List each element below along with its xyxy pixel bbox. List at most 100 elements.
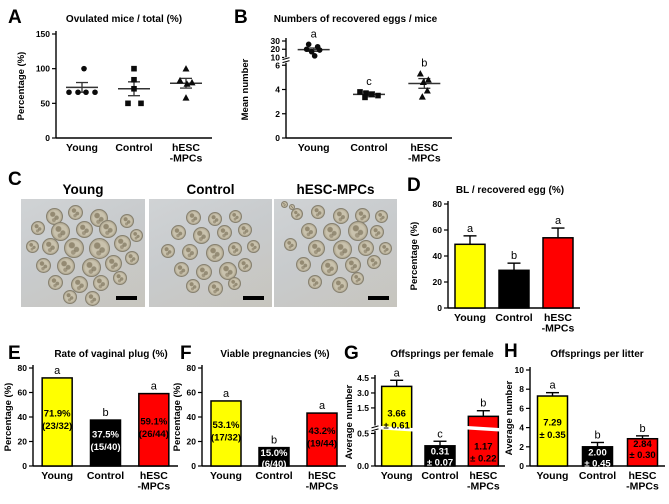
x-category-label: Young [537, 470, 569, 482]
embryo-cell [185, 209, 201, 225]
y-tick-label: 80 [18, 363, 28, 373]
axis-break-tick [371, 425, 379, 429]
data-point-square [131, 76, 137, 83]
axis-break-tick [282, 57, 290, 61]
y-tick-label: 0 [275, 133, 280, 143]
data-point-square [375, 92, 381, 99]
significance-letter: b [639, 423, 645, 435]
significance-letter: a [394, 367, 401, 379]
bar-value-label: (26/44) [139, 429, 169, 440]
significance-letter: b [480, 398, 486, 410]
panel-a: A Ovulated mice / total (%) 0 50 100 150 Per… [8, 6, 224, 168]
y-axis-label: Percentage (%) [16, 52, 27, 121]
y-tick-label: 6 [519, 403, 524, 413]
micrograph-label: Control [186, 182, 235, 197]
bar-value-label: ± 0.30 [629, 450, 655, 461]
embryo-cell [35, 258, 51, 274]
embryo-cell [114, 234, 131, 252]
y-tick-label: 0.5 [357, 428, 369, 438]
data-point-circle [75, 89, 81, 96]
embryo-cell [369, 224, 384, 239]
data-point-circle [92, 89, 98, 96]
embryo-cell [173, 261, 189, 277]
embryo-cell [63, 289, 78, 304]
x-category-label: -MPCs [467, 481, 500, 493]
significance-letter: a [549, 380, 556, 392]
embryo-cell [296, 257, 312, 273]
bar-value-label: 53.1% [213, 420, 240, 431]
data-point-triangle [188, 78, 196, 86]
axis-break [373, 425, 377, 431]
x-category-label: -MPCs [306, 481, 339, 493]
embryo-cell [333, 240, 353, 260]
bar-Control [424, 445, 456, 467]
y-tick-label: 30 [271, 36, 281, 46]
x-category-label: Control [421, 470, 458, 482]
y-tick-label: 0 [191, 461, 196, 471]
data-point-square [357, 89, 363, 95]
embryo-cell [281, 201, 289, 209]
bar-value-label: 37.5% [92, 430, 119, 441]
embryo-cell [208, 281, 224, 297]
x-category-label: Control [115, 142, 152, 154]
bar-value-label: (6/40) [262, 459, 287, 470]
scale-bar [116, 296, 137, 300]
bar-value-label: 0.31 [431, 446, 450, 457]
y-tick-label: 6 [275, 60, 280, 70]
embryo-cell [64, 237, 85, 258]
micrograph-label: Young [62, 182, 104, 197]
chart-title-e: Rate of vaginal plug (%) [54, 349, 168, 360]
x-category-label: Control [255, 470, 292, 482]
panel-e: E Rate of vaginal plug (%) 0 20 40 60 80 Perc… [3, 342, 180, 504]
y-tick-label: 4 [275, 85, 280, 95]
y-tick-label: 150 [36, 29, 50, 39]
y-tick-label: 2 [519, 442, 524, 452]
embryo-cell [216, 224, 232, 240]
data-point-triangle [183, 80, 191, 87]
data-point-circle [81, 65, 87, 72]
y-tick-label: 0 [22, 461, 27, 471]
x-category-label: hESC [544, 312, 572, 324]
bar-Control [258, 446, 290, 467]
x-category-label: -MPCs [170, 153, 203, 165]
embryo-cell [185, 278, 200, 293]
data-point-circle [66, 89, 72, 96]
panel-letter-c: C [8, 169, 22, 190]
embryo-cell [68, 205, 84, 221]
y-axis-label: Mean number [240, 58, 251, 120]
data-point-circle [316, 47, 323, 53]
data-point-square [131, 85, 137, 92]
embryo-cell [48, 274, 64, 290]
embryo-cell [130, 229, 144, 243]
embryo-cell [301, 222, 318, 239]
significance-letter: b [511, 250, 517, 262]
data-point-square [131, 65, 137, 72]
bar-Control [89, 419, 122, 467]
chart-title-g: Offsprings per female [390, 349, 494, 360]
bar-Young [210, 400, 242, 467]
embryo-cell [367, 255, 382, 270]
panel-g: G Offsprings per female 0.0 0.5 1.5 3.0 4.5 A… [344, 342, 508, 504]
x-category-label: hESC [308, 470, 336, 482]
y-tick-label: 20 [433, 277, 443, 287]
x-category-label: -MPCs [408, 153, 441, 165]
embryo-cell [30, 220, 45, 235]
y-axis-label: Percentage (%) [3, 383, 14, 452]
significance-letter: a [319, 400, 326, 412]
y-tick-label: 1.5 [357, 403, 369, 413]
x-category-label: -MPCs [542, 323, 575, 335]
bar-chart-vaginal-plug: 0 20 40 60 80 Percentage (%) Young Control hESC-… [3, 363, 178, 493]
significance-letter: a [311, 28, 318, 40]
bar-Young [454, 243, 486, 309]
panel-letter-b: B [234, 7, 248, 28]
significance-letter: c [437, 428, 443, 440]
embryo-cell [347, 220, 368, 241]
embryo-cell [120, 214, 135, 229]
embryo-cell [331, 276, 348, 293]
embryo-cell [195, 263, 212, 280]
y-tick-label: 0 [45, 133, 50, 143]
chart-title-a: Ovulated mice / total (%) [65, 14, 183, 25]
data-point-square [362, 94, 368, 101]
embryo-cell [228, 209, 242, 223]
